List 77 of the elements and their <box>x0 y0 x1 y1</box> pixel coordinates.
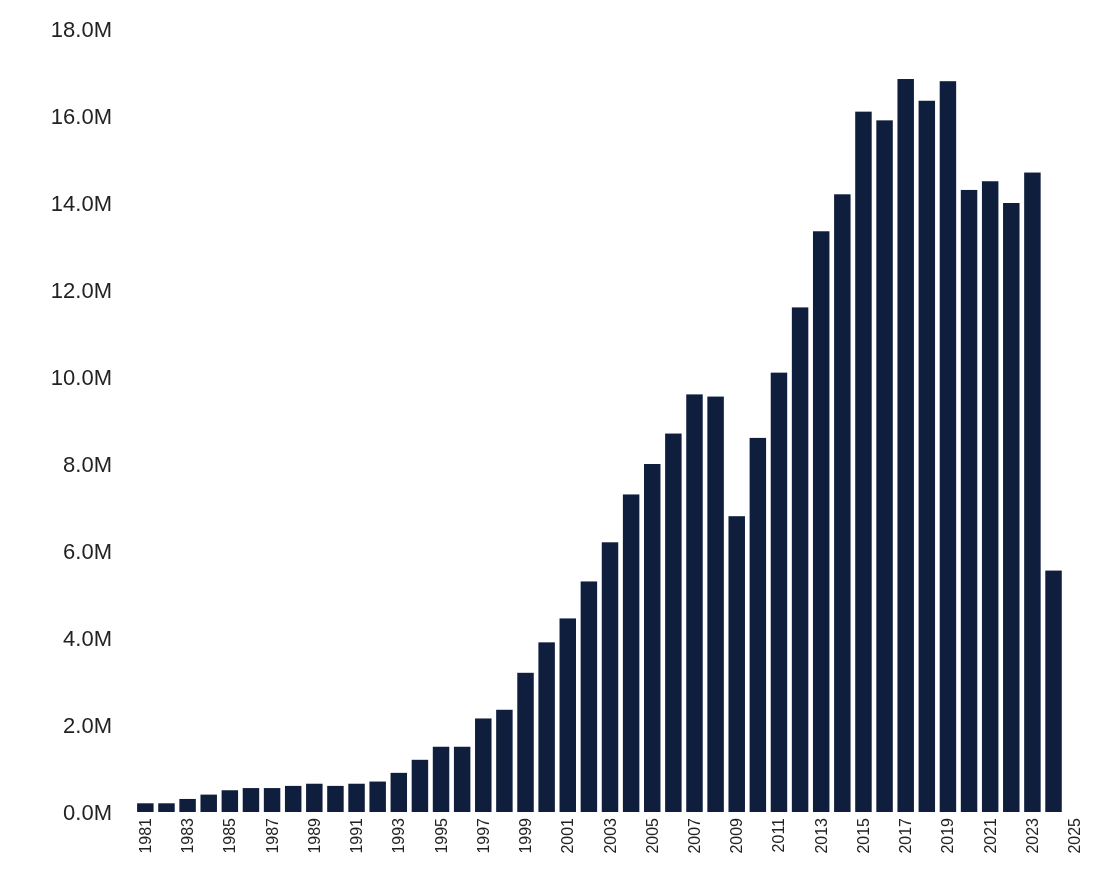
x-tick-label: 1997 <box>474 817 492 854</box>
bar <box>496 709 513 812</box>
bar <box>622 494 640 812</box>
bar <box>306 783 323 812</box>
bar <box>855 111 872 812</box>
bar <box>960 189 978 812</box>
bar <box>1045 570 1062 812</box>
bar <box>834 194 851 812</box>
x-tick-label: 1987 <box>263 817 281 854</box>
bar <box>179 798 196 812</box>
bar <box>644 464 661 812</box>
x-tick-label: 2013 <box>812 817 830 854</box>
bar <box>369 781 386 812</box>
bar <box>749 437 767 812</box>
y-tick-label: 8.0M <box>63 451 112 477</box>
x-tick-label: 2005 <box>643 817 661 854</box>
y-tick-label: 18.0M <box>50 16 112 42</box>
x-tick-label: 2019 <box>939 817 957 854</box>
bar <box>517 672 534 812</box>
x-tick-label: 1985 <box>221 817 239 854</box>
bar <box>284 785 302 812</box>
x-tick-label: 2023 <box>1023 817 1041 854</box>
y-tick-label: 4.0M <box>63 625 112 651</box>
bar <box>242 788 260 812</box>
bar <box>538 642 555 812</box>
bar <box>1024 172 1041 812</box>
x-tick-label: 2011 <box>770 817 788 853</box>
y-tick-label: 12.0M <box>50 277 112 303</box>
bar <box>411 759 429 812</box>
bar <box>390 772 408 812</box>
bar <box>432 746 450 812</box>
x-tick-label: 2017 <box>897 817 915 854</box>
bar <box>601 542 619 812</box>
x-tick-label: 2021 <box>981 817 999 854</box>
bar <box>981 181 999 812</box>
bar <box>1003 203 1020 812</box>
bar <box>876 120 893 812</box>
bar <box>200 794 217 812</box>
x-tick-label: 1993 <box>390 817 408 854</box>
bar <box>686 394 703 812</box>
bar <box>665 433 682 812</box>
x-tick-label: 1981 <box>136 817 154 854</box>
y-tick-label: 2.0M <box>63 712 112 738</box>
bar <box>918 100 936 812</box>
y-tick-label: 6.0M <box>63 538 112 564</box>
x-tick-label: 1989 <box>305 817 323 854</box>
y-tick-label: 16.0M <box>50 103 112 129</box>
bar <box>897 79 914 812</box>
bar <box>453 746 471 812</box>
bar <box>263 788 281 812</box>
bar <box>559 618 576 812</box>
x-tick-label: 2001 <box>559 817 577 854</box>
bar <box>770 372 788 812</box>
bar <box>137 803 154 812</box>
bar <box>327 785 344 812</box>
bar <box>791 307 809 812</box>
bar <box>348 783 365 812</box>
bar <box>707 396 724 812</box>
bar <box>580 581 598 812</box>
bar <box>475 718 492 812</box>
x-tick-label: 1999 <box>517 817 535 854</box>
bar <box>728 516 745 812</box>
bar <box>158 803 175 812</box>
y-tick-label: 14.0M <box>50 190 112 216</box>
x-tick-label: 2003 <box>601 817 619 854</box>
x-tick-label: 2007 <box>685 817 703 854</box>
y-tick-label: 0.0M <box>63 799 112 825</box>
x-tick-label: 1995 <box>432 817 450 854</box>
x-tick-label: 2025 <box>1066 817 1084 854</box>
x-tick-label: 2015 <box>854 817 872 854</box>
y-tick-label: 10.0M <box>50 364 112 390</box>
bar <box>221 790 239 812</box>
bar <box>812 231 830 812</box>
x-tick-label: 1991 <box>348 817 366 854</box>
x-tick-label: 1983 <box>179 817 197 854</box>
bar <box>939 81 957 812</box>
x-tick-label: 2009 <box>728 817 746 854</box>
